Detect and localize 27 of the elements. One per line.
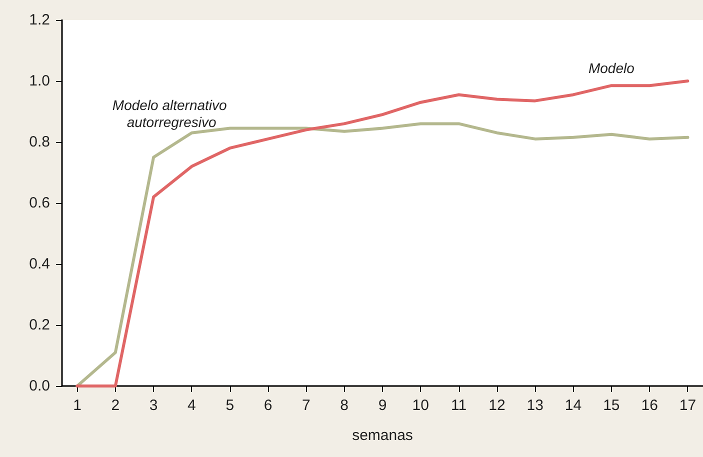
x-tick-label: 10 (412, 397, 429, 414)
y-tick-label: 0.2 (29, 316, 50, 334)
x-tick-label: 3 (149, 397, 158, 414)
x-tick-label: 12 (488, 397, 506, 414)
y-tick-label: 1.0 (29, 72, 50, 90)
y-tick-label: 1.2 (29, 12, 50, 28)
x-tick-label: 7 (302, 397, 310, 414)
x-tick-label: 13 (526, 397, 544, 414)
y-tick-label: 0.4 (29, 256, 50, 272)
x-tick-label: 15 (603, 397, 620, 414)
x-axis-title: semanas (352, 427, 413, 444)
x-tick-label: 14 (564, 397, 582, 414)
y-tick-label: 0.6 (29, 194, 50, 212)
x-tick-label: 5 (226, 397, 234, 414)
x-tick-label: 17 (679, 397, 696, 414)
x-tick-label: 6 (264, 397, 272, 414)
x-tick-label: 9 (378, 397, 387, 414)
series-label: Modelo (588, 60, 635, 76)
x-tick-label: 4 (188, 397, 196, 414)
x-tick-label: 16 (641, 397, 658, 414)
y-tick-label: 0.8 (29, 134, 50, 150)
series-label: Modelo alternativo autorregresivo (112, 96, 231, 130)
x-tick-label: 2 (111, 397, 120, 414)
y-tick-label: 0.0 (29, 378, 50, 394)
x-tick-label: 11 (451, 397, 467, 414)
x-tick-label: 8 (340, 397, 349, 414)
x-tick-label: 1 (73, 397, 82, 414)
